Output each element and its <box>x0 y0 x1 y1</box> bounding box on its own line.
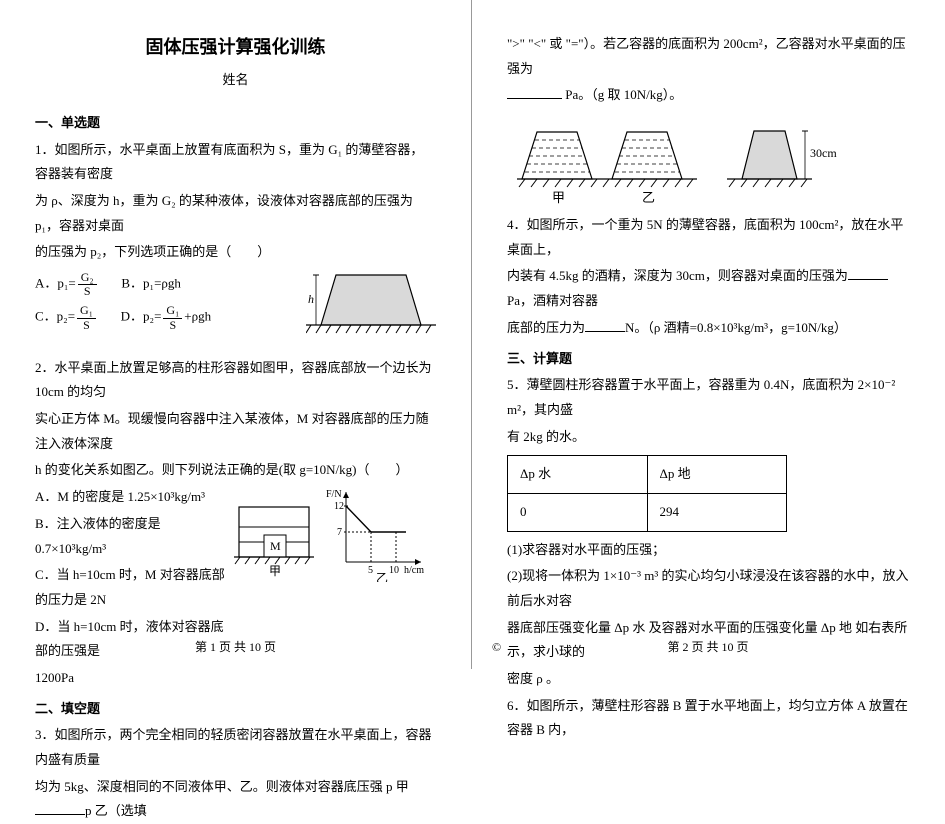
q2-figures: M 甲 F/N 12 7 <box>234 487 436 582</box>
q5-p1: (1)求容器对水平面的压强； <box>507 538 909 563</box>
q2B: B．注入液体的密度是 0.7×10³kg/m³ <box>35 512 234 561</box>
q6: 6．如图所示，薄壁柱形容器 B 置于水平地面上，均匀立方体 A 放置在容器 B … <box>507 694 909 743</box>
optC-pre: C．p₂= <box>35 309 75 324</box>
q3-figures: 甲 乙 30cm <box>517 114 909 209</box>
optA-pre: A．p₁= <box>35 276 76 291</box>
optD-post: +ρgh <box>184 309 211 324</box>
q2C: C．当 h=10cm 时，M 对容器底部的压力是 2N <box>35 563 234 612</box>
fig-M: M <box>270 539 281 553</box>
fig-hcm: h/cm <box>404 565 424 576</box>
q3-line2: 均为 5kg、深度相同的不同液体甲、乙。则液体对容器底压强 p 甲p 乙（选填 <box>35 775 436 824</box>
section-1-head: 一、单选题 <box>35 111 436 136</box>
svg-text:10: 10 <box>389 565 399 576</box>
blank-1 <box>35 802 85 815</box>
r-top-2: Pa。（g 取 10N/kg）。 <box>507 83 909 108</box>
blank-2 <box>507 86 562 99</box>
q2A: A．M 的密度是 1.25×10³kg/m³ <box>35 485 234 510</box>
right-footer: © 第 2 页 共 10 页 <box>472 636 944 659</box>
optB: B．p₁=ρgh <box>121 276 181 291</box>
doc-title: 固体压强计算强化训练 <box>35 30 436 64</box>
svg-text:乙: 乙 <box>642 190 655 205</box>
fig-yi-label: 乙 <box>376 571 388 582</box>
q1-options: A．p₁=G₂S B．p₁=ρgh C．p₂=G₁S D．p₂=G₁S+ρgh <box>35 265 300 338</box>
fig-jia-yi-containers: 甲 乙 <box>517 114 697 209</box>
left-page: 固体压强计算强化训练 姓名 一、单选题 1．如图所示，水平桌面上放置有底面积为 … <box>0 0 472 669</box>
fig-q4-container: 30cm <box>727 119 847 209</box>
fig-h-label: h <box>308 292 314 306</box>
fig-FN: F/N <box>326 489 342 500</box>
section-2-head: 二、填空题 <box>35 697 436 722</box>
q4-line2: 内装有 4.5kg 的酒精，深度为 30cm，则容器对桌面的压强为Pa，酒精对容… <box>507 264 909 313</box>
q3-line1: 3．如图所示，两个完全相同的轻质密闭容器放置在水平桌面上，容器内盛有质量 <box>35 723 436 772</box>
q2-line3: h 的变化关系如图乙。则下列说法正确的是(取 g=10N/kg)（ ） <box>35 458 436 483</box>
q5-line2: 有 2kg 的水。 <box>507 425 909 450</box>
td1: 0 <box>508 493 648 531</box>
blank-4 <box>585 319 625 332</box>
right-page: ">" "<" 或 "="）。若乙容器的底面积为 200cm²，乙容器对水平桌面… <box>472 0 944 669</box>
q2-fig-yi: F/N 12 7 5 10 h/cm 乙 <box>326 487 426 582</box>
q1-line1: 1．如图所示，水平桌面上放置有底面积为 S，重为 G₁ 的薄壁容器，容器装有密度 <box>35 138 436 187</box>
q4-line3: 底部的压力为N。（ρ 酒精=0.8×10³kg/m³，g=10N/kg） <box>507 316 909 341</box>
td2: 294 <box>647 493 787 531</box>
q5-table: Δp 水 Δp 地 0 294 <box>507 455 787 531</box>
svg-text:12: 12 <box>334 501 344 512</box>
copyright: © <box>492 636 501 659</box>
q2-fig-jia: M 甲 <box>234 487 314 577</box>
left-footer: 第 1 页 共 10 页 <box>0 636 471 659</box>
q4-line1: 4．如图所示，一个重为 5N 的薄壁容器，底面积为 100cm²，放在水平桌面上… <box>507 213 909 262</box>
fig-jia-label: 甲 <box>269 564 281 577</box>
svg-text:甲: 甲 <box>552 190 565 205</box>
q5-p2-l1: (2)现将一体积为 1×10⁻³ m³ 的实心均匀小球浸没在该容器的水中，放入前… <box>507 564 909 613</box>
th2: Δp 地 <box>647 456 787 494</box>
optD-pre: D．p₂= <box>121 309 162 324</box>
q1-line3: 的压强为 p₂，下列选项正确的是（ ） <box>35 240 436 265</box>
q2-line2: 实心正方体 M。现缓慢向容器中注入某液体，M 对容器底部的压力随注入液体深度 <box>35 407 436 456</box>
doc-subtitle: 姓名 <box>35 68 436 93</box>
q5-p2-l3: 密度 ρ 。 <box>507 667 909 692</box>
q1-line2: 为 ρ、深度为 h，重为 G₂ 的某种液体，设液体对容器底部的压强为 p₁，容器… <box>35 189 436 238</box>
th1: Δp 水 <box>508 456 648 494</box>
svg-text:7: 7 <box>337 527 342 538</box>
q2D-cont: 1200Pa <box>35 666 436 691</box>
svg-text:5: 5 <box>368 565 373 576</box>
section-3-head: 三、计算题 <box>507 347 909 372</box>
q2-line1: 2．水平桌面上放置足够高的柱形容器如图甲，容器底部放一个边长为 10cm 的均匀 <box>35 356 436 405</box>
q1-figure: h <box>306 265 436 354</box>
r-top-1: ">" "<" 或 "="）。若乙容器的底面积为 200cm²，乙容器对水平桌面… <box>507 32 909 81</box>
svg-text:30cm: 30cm <box>810 146 837 160</box>
blank-3 <box>848 267 888 280</box>
q5-line1: 5．薄壁圆柱形容器置于水平面上，容器重为 0.4N，底面积为 2×10⁻² m²… <box>507 373 909 422</box>
